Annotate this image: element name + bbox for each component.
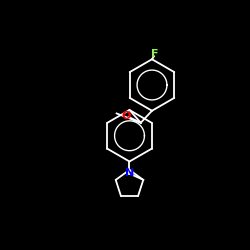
Text: N: N: [125, 168, 134, 178]
Text: F: F: [151, 49, 159, 59]
Text: O: O: [121, 111, 130, 121]
